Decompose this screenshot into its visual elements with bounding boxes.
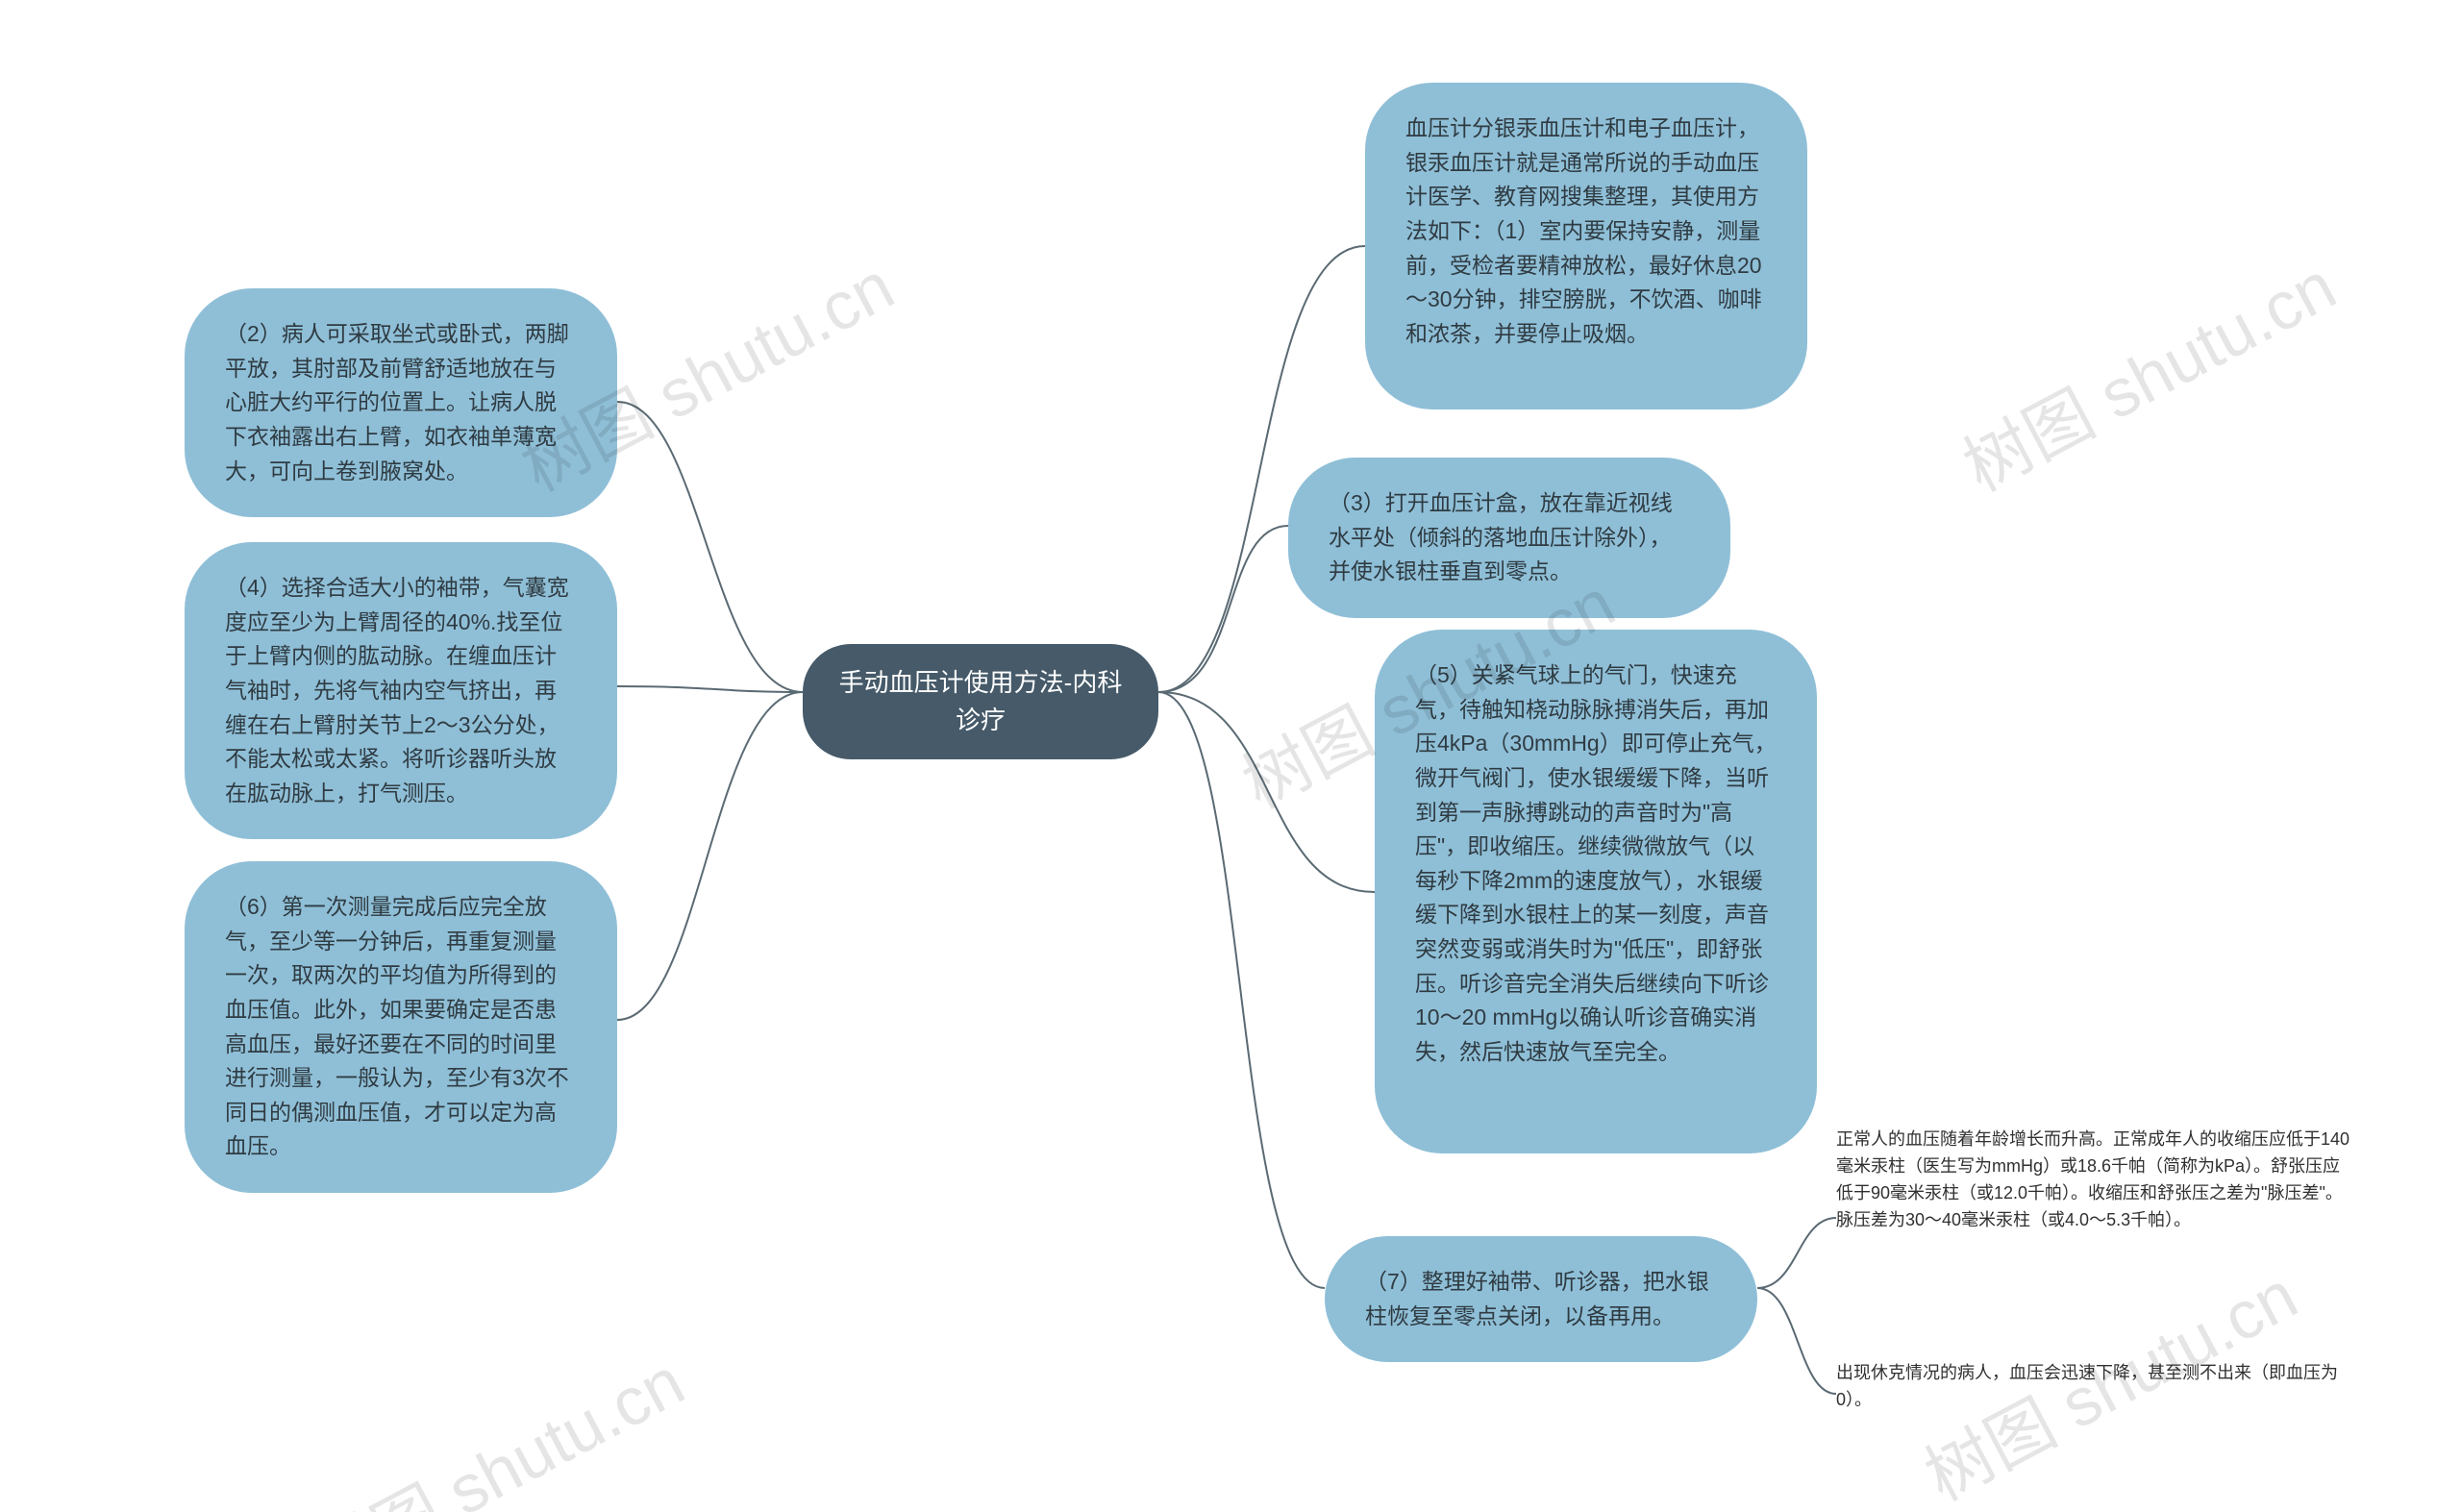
branch-text: （7）整理好袖带、听诊器，把水银柱恢复至零点关闭，以备再用。 xyxy=(1365,1269,1709,1328)
branch-node-4[interactable]: （4）选择合适大小的袖带，气囊宽度应至少为上臂周径的40%.找至位于上臂内侧的肱… xyxy=(185,542,617,839)
branch-text: （5）关紧气球上的气门，快速充气，待触知桡动脉脉搏消失后，再加压4kPa（30m… xyxy=(1415,662,1777,1064)
leaf-node-2[interactable]: 出现休克情况的病人，血压会迅速下降，甚至测不出来（即血压为0）。 xyxy=(1836,1360,2355,1414)
branch-node-3[interactable]: （3）打开血压计盒，放在靠近视线水平处（倾斜的落地血压计除外），并使水银柱垂直到… xyxy=(1288,458,1730,618)
center-node[interactable]: 手动血压计使用方法-内科诊疗 xyxy=(803,644,1158,759)
branch-text: （6）第一次测量完成后应完全放气，至少等一分钟后，再重复测量一次，取两次的平均值… xyxy=(225,894,569,1158)
branch-text: （3）打开血压计盒，放在靠近视线水平处（倾斜的落地血压计除外），并使水银柱垂直到… xyxy=(1329,490,1673,583)
leaf-node-1[interactable]: 正常人的血压随着年龄增长而升高。正常成年人的收缩压应低于140毫米汞柱（医生写为… xyxy=(1836,1127,2355,1234)
branch-text: （4）选择合适大小的袖带，气囊宽度应至少为上臂周径的40%.找至位于上臂内侧的肱… xyxy=(225,575,569,806)
branch-text: （2）病人可采取坐式或卧式，两脚平放，其肘部及前臂舒适地放在与心脏大约平行的位置… xyxy=(225,321,569,483)
branch-node-6[interactable]: （6）第一次测量完成后应完全放气，至少等一分钟后，再重复测量一次，取两次的平均值… xyxy=(185,861,617,1193)
branch-node-2[interactable]: （2）病人可采取坐式或卧式，两脚平放，其肘部及前臂舒适地放在与心脏大约平行的位置… xyxy=(185,288,617,517)
branch-node-1[interactable]: 血压计分银汞血压计和电子血压计，银汞血压计就是通常所说的手动血压计医学、教育网搜… xyxy=(1365,83,1807,409)
leaf-text: 正常人的血压随着年龄增长而升高。正常成年人的收缩压应低于140毫米汞柱（医生写为… xyxy=(1836,1129,2349,1229)
leaf-text: 出现休克情况的病人，血压会迅速下降，甚至测不出来（即血压为0）。 xyxy=(1836,1363,2338,1409)
branch-node-7[interactable]: （7）整理好袖带、听诊器，把水银柱恢复至零点关闭，以备再用。 xyxy=(1325,1236,1757,1362)
branch-text: 血压计分银汞血压计和电子血压计，银汞血压计就是通常所说的手动血压计医学、教育网搜… xyxy=(1405,115,1762,346)
center-text: 手动血压计使用方法-内科诊疗 xyxy=(835,664,1126,739)
watermark: 树图 shutu.cn xyxy=(1945,234,2350,510)
branch-node-5[interactable]: （5）关紧气球上的气门，快速充气，待触知桡动脉脉搏消失后，再加压4kPa（30m… xyxy=(1375,630,1817,1153)
mindmap-canvas: 手动血压计使用方法-内科诊疗 血压计分银汞血压计和电子血压计，银汞血压计就是通常… xyxy=(0,0,2461,1512)
watermark: 树图 shutu.cn xyxy=(293,1329,699,1512)
